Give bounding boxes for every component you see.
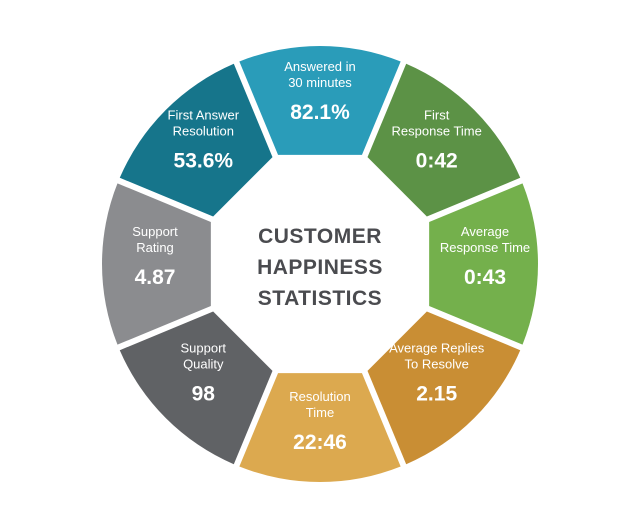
segment-value: 2.15	[416, 383, 457, 406]
segment-value: 98	[192, 383, 216, 406]
center-title-line-1: CUSTOMER	[258, 225, 382, 248]
segment-value: 0:42	[416, 149, 458, 172]
segment-wedge	[119, 63, 273, 217]
segment-wedge	[102, 183, 211, 345]
segment-wedge	[239, 46, 401, 155]
segment-wedge	[367, 311, 521, 465]
segment-value: 22:46	[293, 431, 347, 454]
segment-label-line-1: First Answer	[168, 107, 240, 122]
segment-value: 0:43	[464, 266, 506, 289]
segment-wedge	[367, 63, 521, 217]
segment-label-line-1: First	[424, 107, 450, 122]
segment-value: 82.1%	[290, 101, 350, 124]
segment-label-line-1: Support	[132, 224, 178, 239]
segment-label-line-1: Average Replies	[389, 341, 485, 356]
segment-label-line-2: Response Time	[440, 240, 530, 255]
segment-wedge	[239, 373, 401, 482]
segment-label-line-2: To Resolve	[405, 357, 469, 372]
center-title-line-2: HAPPINESS	[257, 256, 383, 279]
segment-value: 4.87	[135, 266, 176, 289]
segment-label-line-2: Resolution	[173, 123, 234, 138]
segment-value: 53.6%	[174, 149, 234, 172]
segment-wedge	[119, 311, 273, 465]
center-title-group: CUSTOMER HAPPINESS STATISTICS	[257, 225, 383, 310]
segment-label-line-1: Support	[181, 341, 227, 356]
segment-wedge	[429, 183, 538, 345]
segment-label-line-1: Answered in	[284, 59, 356, 74]
segment-label-line-2: Time	[306, 405, 334, 420]
segment-label-line-1: Resolution	[289, 389, 350, 404]
segment-label-line-2: 30 minutes	[288, 75, 352, 90]
segment-label-line-2: Response Time	[392, 123, 482, 138]
segment-label-line-2: Quality	[183, 357, 224, 372]
segment-label-line-1: Average	[461, 224, 509, 239]
center-title-line-3: STATISTICS	[258, 287, 382, 310]
segment-label-line-2: Rating	[136, 240, 174, 255]
